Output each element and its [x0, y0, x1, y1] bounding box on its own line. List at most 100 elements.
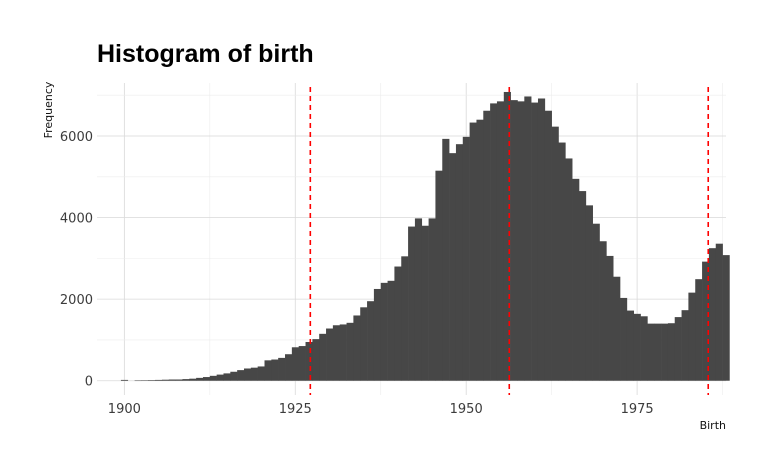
- histogram-bar: [414, 218, 423, 381]
- histogram-bar: [148, 380, 156, 381]
- histogram-bar: [674, 317, 682, 381]
- histogram-bar: [647, 323, 655, 381]
- histogram-bar: [243, 368, 252, 381]
- y-axis-ticks: 0 2000 4000 6000: [60, 130, 93, 390]
- histogram-bar: [476, 119, 484, 381]
- histogram-bar: [544, 110, 552, 381]
- histogram-bar: [510, 100, 518, 381]
- histogram-bar: [134, 380, 142, 382]
- histogram-bar: [708, 248, 717, 381]
- histogram-bar: [285, 354, 293, 381]
- histogram-bar: [182, 379, 190, 381]
- histogram-bar: [435, 170, 443, 381]
- x-tick-label: 1950: [450, 402, 483, 417]
- histogram-bar: [155, 379, 163, 381]
- histogram-bar: [339, 324, 347, 381]
- histogram-bar: [168, 379, 176, 381]
- histogram-bar: [722, 255, 730, 381]
- histogram-bar: [572, 178, 580, 381]
- histogram-bar: [428, 218, 436, 381]
- histogram-bar: [373, 288, 382, 381]
- histogram-bar: [360, 307, 368, 381]
- histogram-bar: [326, 328, 334, 381]
- histogram-bar: [408, 226, 416, 381]
- histogram-bar: [503, 91, 511, 381]
- histogram-bar: [230, 371, 238, 381]
- histogram-bar: [257, 366, 265, 381]
- histogram-bar: [161, 379, 170, 381]
- y-tick-label: 2000: [60, 293, 93, 308]
- histogram-bar: [626, 310, 635, 381]
- histogram-bar: [189, 378, 197, 381]
- y-axis-label: Frequency: [42, 81, 55, 138]
- histogram-bar: [606, 255, 614, 381]
- histogram-bar: [264, 360, 272, 381]
- x-axis-label: Birth: [700, 419, 726, 432]
- histogram-bar: [291, 347, 299, 381]
- histogram-bar: [702, 261, 710, 381]
- histogram-bar: [319, 333, 327, 381]
- histogram-bar: [599, 241, 607, 381]
- histogram-bar: [640, 316, 648, 381]
- histogram-bar: [517, 101, 525, 381]
- histogram-bar: [667, 323, 676, 381]
- histogram-bar: [558, 142, 566, 381]
- histogram-bar: [654, 323, 662, 381]
- histogram-bar: [455, 144, 464, 381]
- histogram-bar: [394, 266, 402, 381]
- histogram-bar: [579, 191, 587, 381]
- histogram-bar: [537, 98, 546, 381]
- x-tick-label: 1975: [621, 402, 654, 417]
- y-tick-label: 4000: [60, 212, 93, 227]
- histogram-bar: [209, 375, 217, 381]
- y-tick-label: 6000: [60, 130, 93, 145]
- histogram-bar: [531, 102, 539, 381]
- histogram-bar: [620, 297, 628, 381]
- histogram-bar: [585, 205, 593, 381]
- histogram-bar: [312, 339, 320, 381]
- x-tick-label: 1925: [279, 402, 312, 417]
- histogram-bar: [367, 301, 375, 381]
- histogram-bar: [346, 322, 354, 381]
- histogram-bar: [278, 357, 286, 381]
- histogram-bar: [271, 359, 279, 381]
- histogram-bar: [442, 138, 450, 381]
- histogram-bar: [681, 310, 689, 381]
- histogram-bar: [216, 374, 224, 381]
- histogram-bar: [237, 370, 245, 381]
- histogram-bar: [332, 325, 341, 381]
- histogram-bar: [661, 323, 669, 381]
- histogram-bar: [449, 153, 457, 381]
- histogram-bar: [175, 379, 183, 381]
- histogram-bar: [401, 256, 409, 381]
- histogram-bar: [250, 367, 258, 381]
- histogram-bar: [387, 280, 395, 381]
- histogram-bar: [524, 96, 532, 381]
- histogram-bars: [120, 91, 730, 382]
- histogram-bar: [592, 223, 600, 381]
- histogram-bar: [695, 279, 703, 381]
- histogram-bar: [196, 377, 204, 381]
- histogram-bar: [490, 103, 498, 381]
- histogram-bar: [305, 341, 313, 381]
- histogram-bar: [380, 282, 388, 381]
- histogram-bar: [298, 346, 306, 381]
- histogram-bar: [688, 292, 696, 381]
- x-tick-label: 1900: [108, 402, 141, 417]
- histogram-bar: [715, 243, 723, 381]
- histogram-bar: [565, 158, 573, 381]
- histogram-bar: [421, 225, 429, 381]
- histogram-bar: [469, 122, 477, 381]
- histogram-bar: [202, 377, 211, 381]
- chart-title: Histogram of birth: [97, 40, 314, 68]
- y-tick-label: 0: [85, 375, 93, 390]
- histogram-bar: [483, 110, 491, 381]
- histogram-bar: [141, 380, 149, 381]
- histogram-bar: [120, 379, 129, 381]
- reference-lines: [309, 87, 710, 395]
- histogram-bar: [496, 101, 505, 381]
- histogram-bar: [223, 373, 231, 381]
- histogram-bar: [633, 313, 641, 381]
- histogram-bar: [353, 315, 361, 381]
